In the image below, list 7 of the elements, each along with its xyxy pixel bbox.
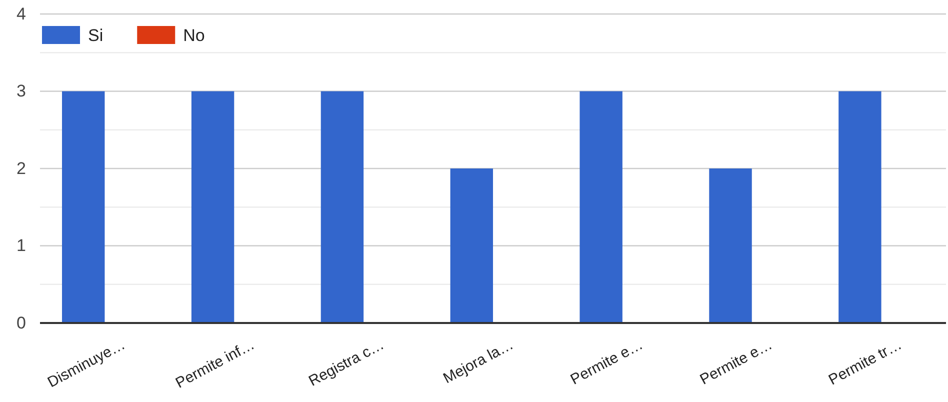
- y-tick-label: 0: [16, 313, 26, 332]
- y-tick-label: 1: [16, 236, 26, 256]
- y-tick-label: 2: [16, 158, 26, 178]
- y-tick-label: 4: [16, 4, 26, 24]
- legend-label: Si: [88, 26, 104, 45]
- y-tick-label: 3: [16, 82, 26, 101]
- legend-label: No: [183, 26, 205, 45]
